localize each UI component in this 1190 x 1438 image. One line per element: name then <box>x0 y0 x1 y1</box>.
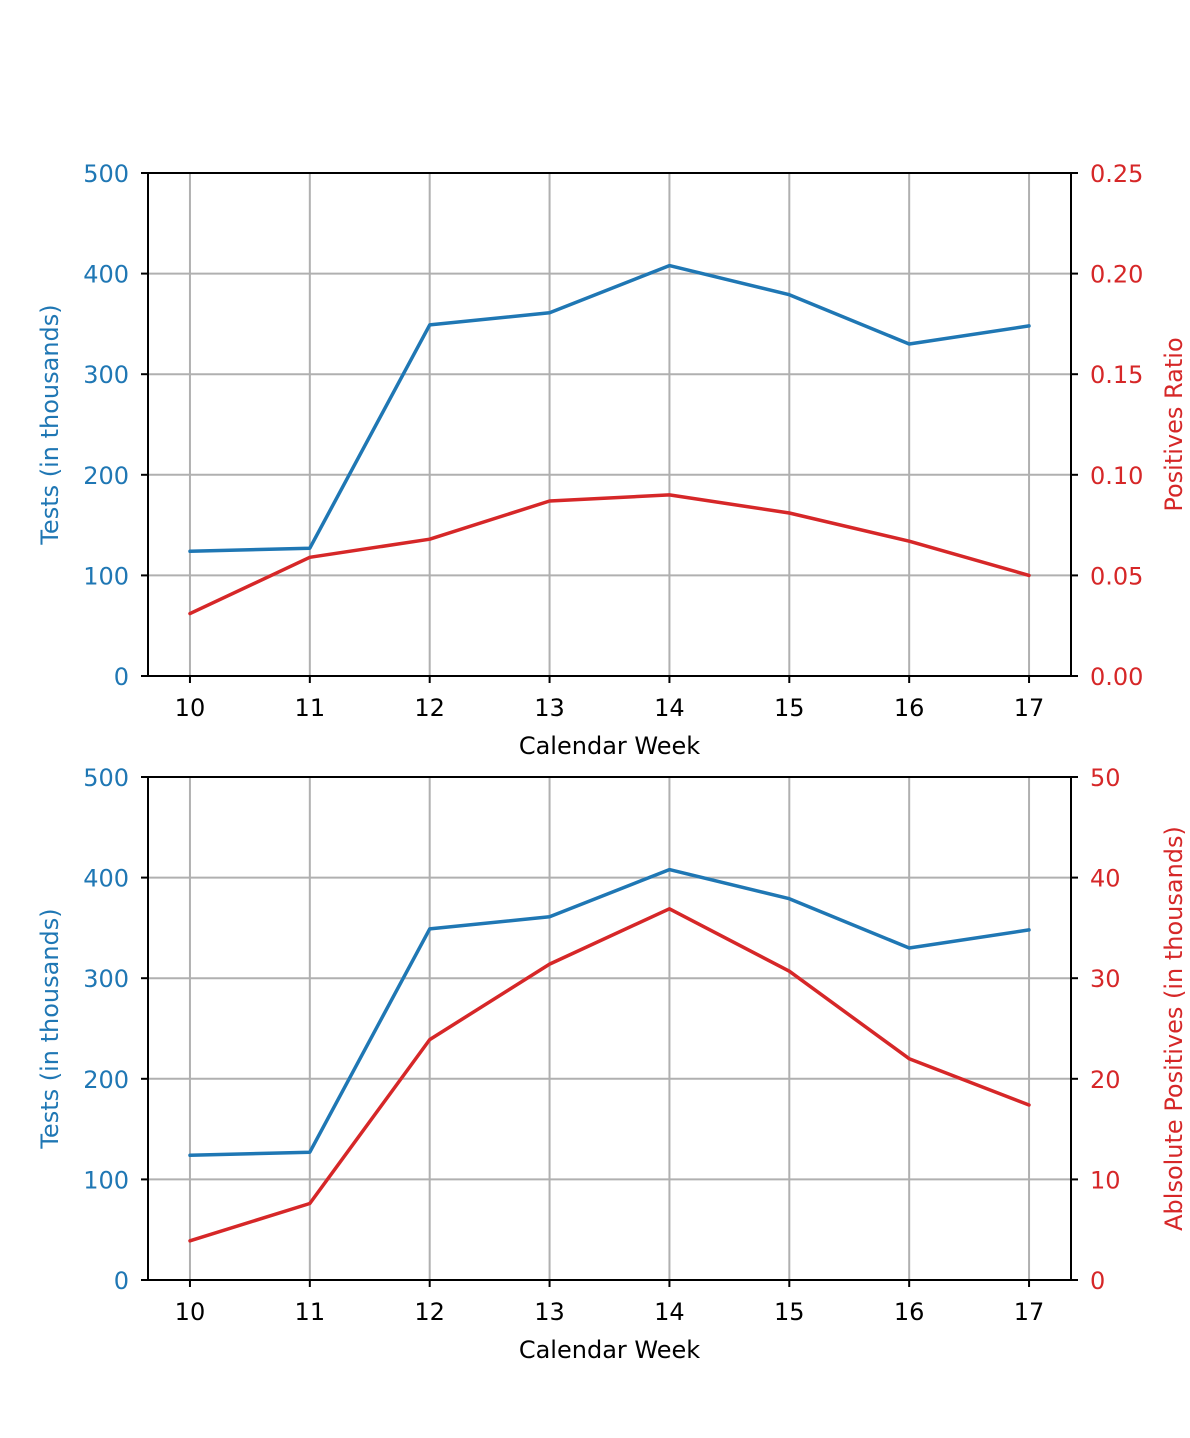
chart-1-left-tick-label-0: 0 <box>114 1267 129 1295</box>
chart-1-axes-frame <box>147 776 1072 1281</box>
chart-1-x-tick-label-10: 10 <box>175 1298 206 1326</box>
chart-0-x-tick-label-10: 10 <box>175 694 206 722</box>
chart-0-left-tick-label-500: 500 <box>83 160 129 188</box>
chart-0-left-tick-label-200: 200 <box>83 462 129 490</box>
chart-0-right-tick-label-0.15: 0.15 <box>1090 361 1143 389</box>
chart-1-right-tick-label-40: 40 <box>1090 865 1121 893</box>
chart-0-right-tick-label-0.20: 0.20 <box>1090 261 1143 289</box>
chart-0-x-tick-label-11: 11 <box>295 694 326 722</box>
chart-1-x-tick-label-14: 14 <box>654 1298 685 1326</box>
chart-1-left-tick-label-400: 400 <box>83 865 129 893</box>
chart-1-right-tick-label-20: 20 <box>1090 1066 1121 1094</box>
chart-0-positives-line <box>188 493 1031 616</box>
chart-0-left-tick-label-100: 100 <box>83 562 129 590</box>
chart-0-right-tick-label-0.05: 0.05 <box>1090 562 1143 590</box>
chart-0-tests-line <box>188 263 1031 554</box>
chart-1-left-tick-label-100: 100 <box>83 1166 129 1194</box>
chart-0-x-axis-label: Calendar Week <box>519 732 700 760</box>
chart-1-x-tick-label-12: 12 <box>414 1298 445 1326</box>
chart-0-x-tick-label-14: 14 <box>654 694 685 722</box>
chart-1-tests-line <box>188 867 1031 1158</box>
chart-1-left-axis-label: Tests (in thousands) <box>36 908 64 1149</box>
chart-0-x-tick-label-15: 15 <box>774 694 805 722</box>
chart-1-right-tick-label-30: 30 <box>1090 965 1121 993</box>
chart-0-x-tick-label-16: 16 <box>894 694 925 722</box>
chart-0-right-axis-label: Positives Ratio <box>1160 337 1188 511</box>
chart-1-left-tick-label-500: 500 <box>83 764 129 792</box>
chart-1-x-tick-label-11: 11 <box>295 1298 326 1326</box>
chart-1-right-tick-label-10: 10 <box>1090 1166 1121 1194</box>
chart-0-right-tick-label-0.25: 0.25 <box>1090 160 1143 188</box>
chart-1-left-tick-label-300: 300 <box>83 965 129 993</box>
chart-0-left-tick-label-0: 0 <box>114 663 129 691</box>
chart-1-x-tick-label-15: 15 <box>774 1298 805 1326</box>
chart-1-positives-line <box>188 907 1031 1243</box>
chart-0-x-tick-label-12: 12 <box>414 694 445 722</box>
chart-0-axes-frame <box>147 172 1072 677</box>
chart-1-right-axis-label: Ablsolute Positives (in thousands) <box>1160 826 1188 1231</box>
chart-0-x-tick-label-13: 13 <box>534 694 565 722</box>
chart-0-left-tick-label-300: 300 <box>83 361 129 389</box>
chart-0-x-tick-label-17: 17 <box>1014 694 1045 722</box>
chart-1-x-tick-label-16: 16 <box>894 1298 925 1326</box>
chart-0-left-tick-label-400: 400 <box>83 261 129 289</box>
chart-0-right-tick-label-0.00: 0.00 <box>1090 663 1143 691</box>
top-chart-panel: 10 11 12 13 14 15 16 17 0 100 200 300 400 500 0.00 0.05… <box>36 160 1188 760</box>
chart-0-left-axis-label: Tests (in thousands) <box>36 304 64 545</box>
chart-1-x-tick-label-17: 17 <box>1014 1298 1045 1326</box>
chart-1-right-tick-label-0: 0 <box>1090 1267 1105 1295</box>
chart-1-right-tick-label-50: 50 <box>1090 764 1121 792</box>
chart-1-left-tick-label-200: 200 <box>83 1066 129 1094</box>
chart-1-x-tick-label-13: 13 <box>534 1298 565 1326</box>
chart-1-x-axis-label: Calendar Week <box>519 1336 700 1364</box>
bottom-chart-panel: 10 11 12 13 14 15 16 17 0 100 200 300 400 500 0 10 20 30 4… <box>36 764 1188 1364</box>
chart-0-right-tick-label-0.10: 0.10 <box>1090 462 1143 490</box>
